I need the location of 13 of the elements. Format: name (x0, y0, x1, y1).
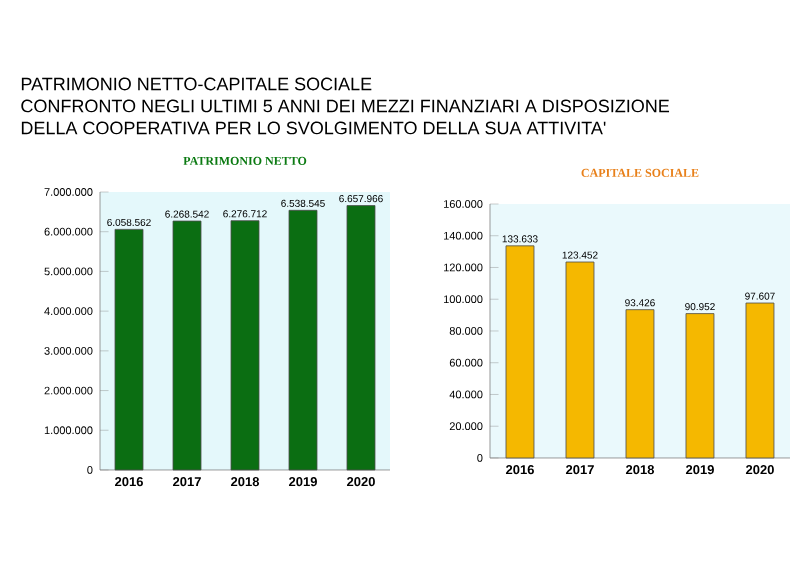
bar (346, 205, 376, 471)
bar (288, 209, 318, 471)
bar (685, 313, 715, 459)
bar (505, 245, 535, 459)
bar (230, 220, 260, 471)
bar (745, 302, 775, 459)
bar (565, 261, 595, 459)
bar (625, 309, 655, 459)
bar (172, 220, 202, 471)
text: DELLA COOPERATIVA PER LO SVOLGIMENTO DELLA SUA ATTIVITA' (21, 121, 606, 135)
text: CONFRONTO NEGLI ULTIMI 5 ANNI DEI MEZZI FINANZIARI A DISPOSIZIONE (21, 99, 670, 113)
text: PATRIMONIO NETTO-CAPITALE SOCIALE (21, 77, 372, 91)
bar (114, 228, 144, 471)
